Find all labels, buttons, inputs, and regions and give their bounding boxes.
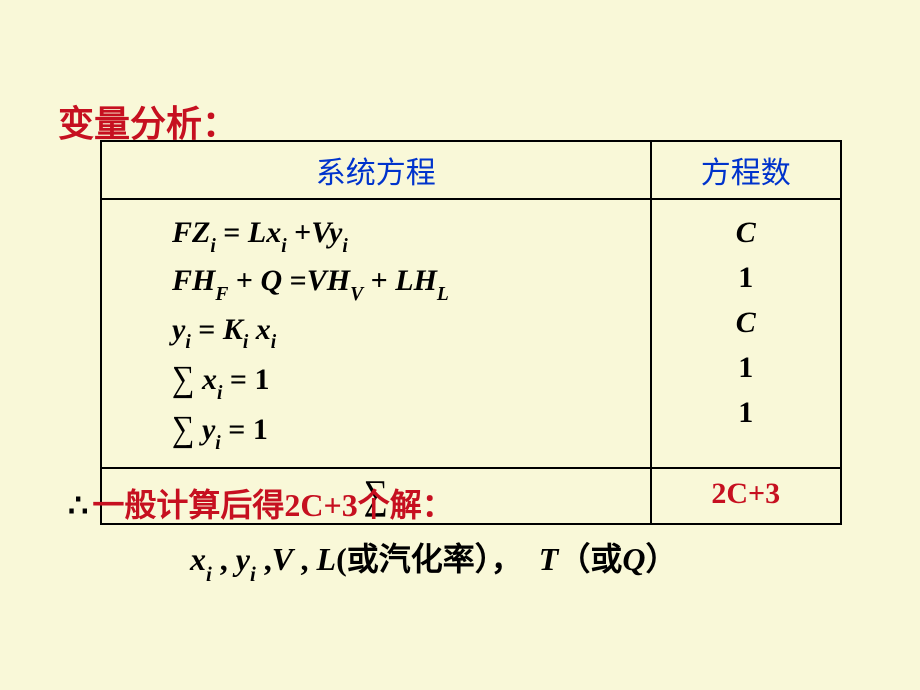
conclusion-total: 2C+3 <box>284 487 357 523</box>
equation-3: yi = Ki xi <box>172 307 642 355</box>
equation-5: ∑ yi = 1 <box>172 405 642 455</box>
conclusion-line: ∴一般计算后得2C+3个解： <box>68 480 454 526</box>
header-equation-count: 方程数 <box>651 141 841 199</box>
header-system-equations: 系统方程 <box>101 141 651 199</box>
counts-cell: C 1 C 1 1 <box>651 199 841 468</box>
or-Q-cn: 或 <box>590 541 622 577</box>
equations-cell: FZi = Lxi +Vyi FHF + Q =VHV + LHL yi = K… <box>101 199 651 468</box>
count-1: C <box>660 210 832 255</box>
separator: ， <box>491 541 523 577</box>
equation-4: ∑ xi = 1 <box>172 355 642 405</box>
equation-2: FHF + Q =VHV + LHL <box>172 258 642 306</box>
therefore-symbol: ∴ <box>68 487 88 523</box>
or-vaporization-rate: 或汽化率 <box>347 541 475 577</box>
count-5: 1 <box>660 390 832 435</box>
conclusion-prefix: 一般计算后得 <box>92 487 284 523</box>
table-body-row: FZi = Lxi +Vyi FHF + Q =VHV + LHL yi = K… <box>101 199 841 468</box>
equation-1: FZi = Lxi +Vyi <box>172 210 642 258</box>
equations-table: 系统方程 方程数 FZi = Lxi +Vyi FHF + Q =VHV + L… <box>100 140 842 525</box>
table-header-row: 系统方程 方程数 <box>101 141 841 199</box>
conclusion-suffix: 个解： <box>358 487 454 523</box>
count-2: 1 <box>660 255 832 300</box>
sum-total-cell: 2C+3 <box>651 468 841 524</box>
count-3: C <box>660 300 832 345</box>
count-4: 1 <box>660 345 832 390</box>
variables-line: xi , yi ,V , L(或汽化率）， T（或Q） <box>190 534 677 583</box>
slide: 变量分析： 系统方程 方程数 FZi = Lxi +Vyi FHF + Q =V… <box>0 0 920 690</box>
